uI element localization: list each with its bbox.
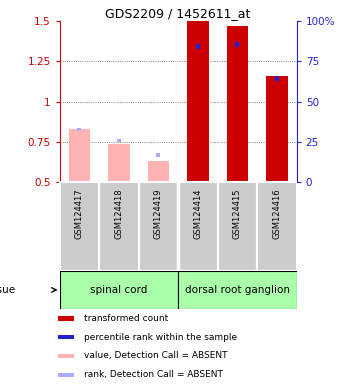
Text: spinal cord: spinal cord: [90, 285, 148, 295]
Text: rank, Detection Call = ABSENT: rank, Detection Call = ABSENT: [84, 370, 223, 379]
Text: dorsal root ganglion: dorsal root ganglion: [185, 285, 290, 295]
Bar: [196, 44, 200, 48]
Text: GSM124414: GSM124414: [193, 189, 203, 239]
Bar: [157, 153, 160, 157]
Bar: [77, 127, 81, 131]
Title: GDS2209 / 1452611_at: GDS2209 / 1452611_at: [105, 7, 251, 20]
Text: GSM124416: GSM124416: [272, 189, 281, 239]
Bar: [187, 21, 209, 182]
Bar: [69, 129, 90, 182]
Bar: [235, 42, 239, 47]
Bar: [58, 372, 74, 377]
Text: GSM124418: GSM124418: [115, 189, 123, 239]
Bar: [99, 182, 139, 271]
Text: value, Detection Call = ABSENT: value, Detection Call = ABSENT: [84, 351, 228, 361]
Text: transformed count: transformed count: [84, 314, 169, 323]
Text: GSM124419: GSM124419: [154, 189, 163, 239]
Bar: [178, 271, 297, 309]
Bar: [178, 182, 218, 271]
Bar: [60, 271, 178, 309]
Bar: [58, 316, 74, 321]
Bar: [58, 335, 74, 339]
Bar: [58, 354, 74, 358]
Bar: [275, 76, 279, 81]
Bar: [117, 139, 121, 142]
Text: GSM124415: GSM124415: [233, 189, 242, 239]
Text: GSM124417: GSM124417: [75, 189, 84, 239]
Bar: [266, 76, 288, 182]
Bar: [148, 161, 169, 182]
Bar: [108, 144, 130, 182]
Text: tissue: tissue: [0, 285, 15, 295]
Text: percentile rank within the sample: percentile rank within the sample: [84, 333, 238, 342]
Bar: [226, 26, 248, 182]
Bar: [139, 182, 178, 271]
Bar: [257, 182, 297, 271]
Bar: [60, 182, 99, 271]
Bar: [218, 182, 257, 271]
